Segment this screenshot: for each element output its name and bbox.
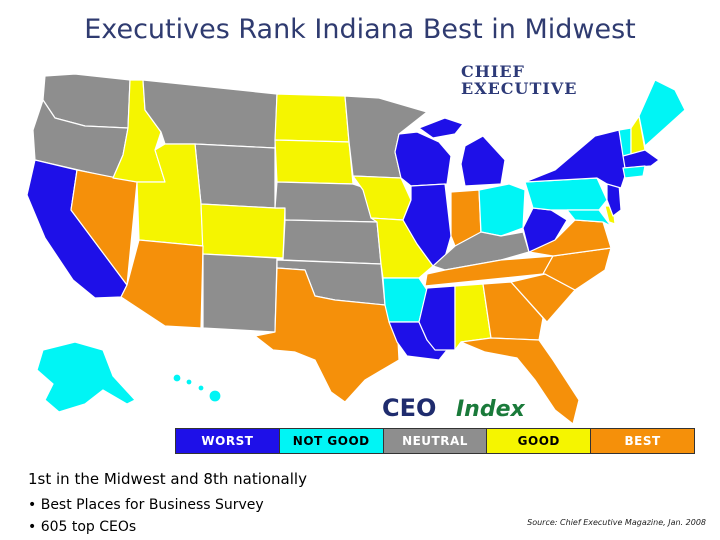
state-kansas [282, 219, 382, 265]
state-south-dakota [274, 139, 354, 185]
ceo-index-logo-ceo: CEO [382, 394, 436, 422]
chief-executive-logo-line1: CHIEF [461, 62, 525, 81]
state-florida [460, 337, 580, 425]
state-arizona [120, 239, 204, 329]
ceo-index-logo-index: Index [456, 397, 526, 422]
summary-bullet: • Best Places for Business Survey [28, 497, 264, 513]
state-new-mexico [202, 253, 278, 333]
ceo-index-logo: CEO Index [382, 394, 526, 422]
state-maryland [566, 209, 612, 227]
state-montana [142, 79, 278, 149]
map-legend: WORST NOT GOOD NEUTRAL GOOD BEST [175, 428, 695, 454]
state-colorado [200, 203, 286, 259]
state-georgia [482, 281, 544, 341]
state-ohio [478, 183, 526, 237]
state-alaska [36, 341, 136, 413]
summary: 1st in the Midwest and 8th nationally • … [28, 470, 307, 538]
state-michigan [418, 117, 464, 139]
state-maine [638, 79, 686, 147]
state-michigan-lower [460, 135, 506, 187]
legend-item-best: BEST [591, 429, 694, 453]
state-north-dakota [274, 93, 350, 143]
state-wisconsin [394, 131, 452, 187]
page-title: Executives Rank Indiana Best in Midwest [84, 14, 636, 45]
state-pennsylvania [524, 177, 608, 211]
source-note: Source: Chief Executive Magazine, Jan. 2… [527, 518, 706, 527]
state-hawaii [172, 373, 222, 403]
summary-bullet: • 605 top CEOs [28, 519, 137, 535]
summary-headline: 1st in the Midwest and 8th nationally [28, 470, 307, 488]
chief-executive-logo: CHIEF EXECUTIVE [461, 62, 578, 98]
legend-item-not-good: NOT GOOD [279, 429, 384, 453]
state-texas [254, 267, 400, 403]
legend-item-good: GOOD [487, 429, 592, 453]
us-map [26, 73, 686, 425]
legend-item-worst: WORST [176, 429, 280, 453]
state-wyoming [194, 143, 276, 209]
chief-executive-logo-line2: EXECUTIVE [461, 79, 578, 98]
state-new-york [524, 129, 628, 189]
state-massachusetts [622, 149, 660, 169]
state-connecticut [622, 165, 646, 179]
legend-item-neutral: NEUTRAL [383, 429, 488, 453]
